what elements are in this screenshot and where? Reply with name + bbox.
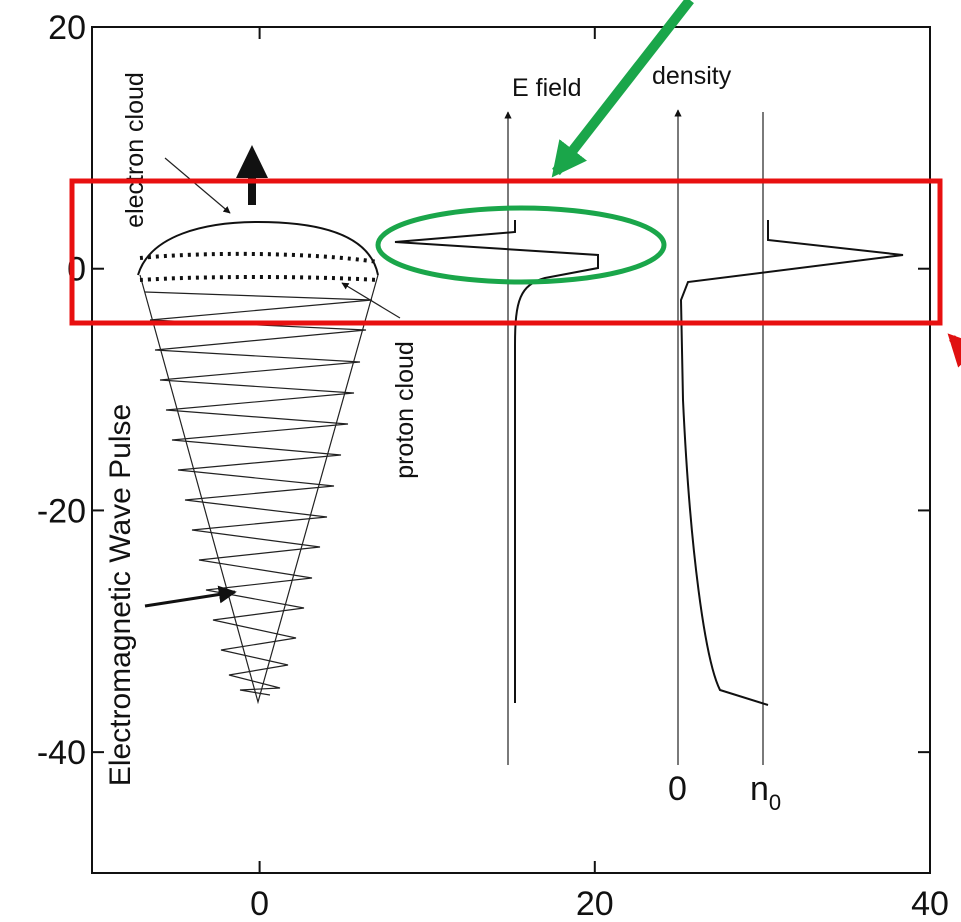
y-tick-label: 20: [48, 9, 86, 47]
y-tick-label: -20: [37, 492, 86, 530]
zero-label: 0: [668, 770, 687, 808]
green-arrow: [551, 0, 694, 178]
em-pulse-cone: [137, 145, 401, 705]
red-arrow: [947, 333, 961, 368]
e-field-profile: [394, 111, 599, 765]
density-label: density: [652, 62, 732, 90]
density-profile: [674, 109, 904, 765]
em-pulse-label: Electromagnetic Wave Pulse: [104, 404, 137, 786]
n0-letter: n: [750, 770, 769, 808]
y-tick-label: -40: [37, 734, 86, 772]
e-field-label: E field: [512, 74, 581, 102]
electron-cloud-label: electron cloud: [121, 72, 149, 228]
plot-frame: [91, 26, 931, 874]
x-tick-label: 40: [911, 885, 949, 922]
proton-cloud-label: proton cloud: [391, 341, 419, 479]
n0-subscript: 0: [769, 790, 781, 815]
n0-label: n0: [750, 770, 781, 815]
ticks: 0 20 40 20 0 -20 -40: [37, 9, 949, 922]
x-tick-label: 20: [576, 885, 614, 922]
x-tick-label: 0: [250, 885, 269, 922]
highlight-box: [69, 178, 943, 326]
highlight-ellipse: [375, 205, 667, 285]
